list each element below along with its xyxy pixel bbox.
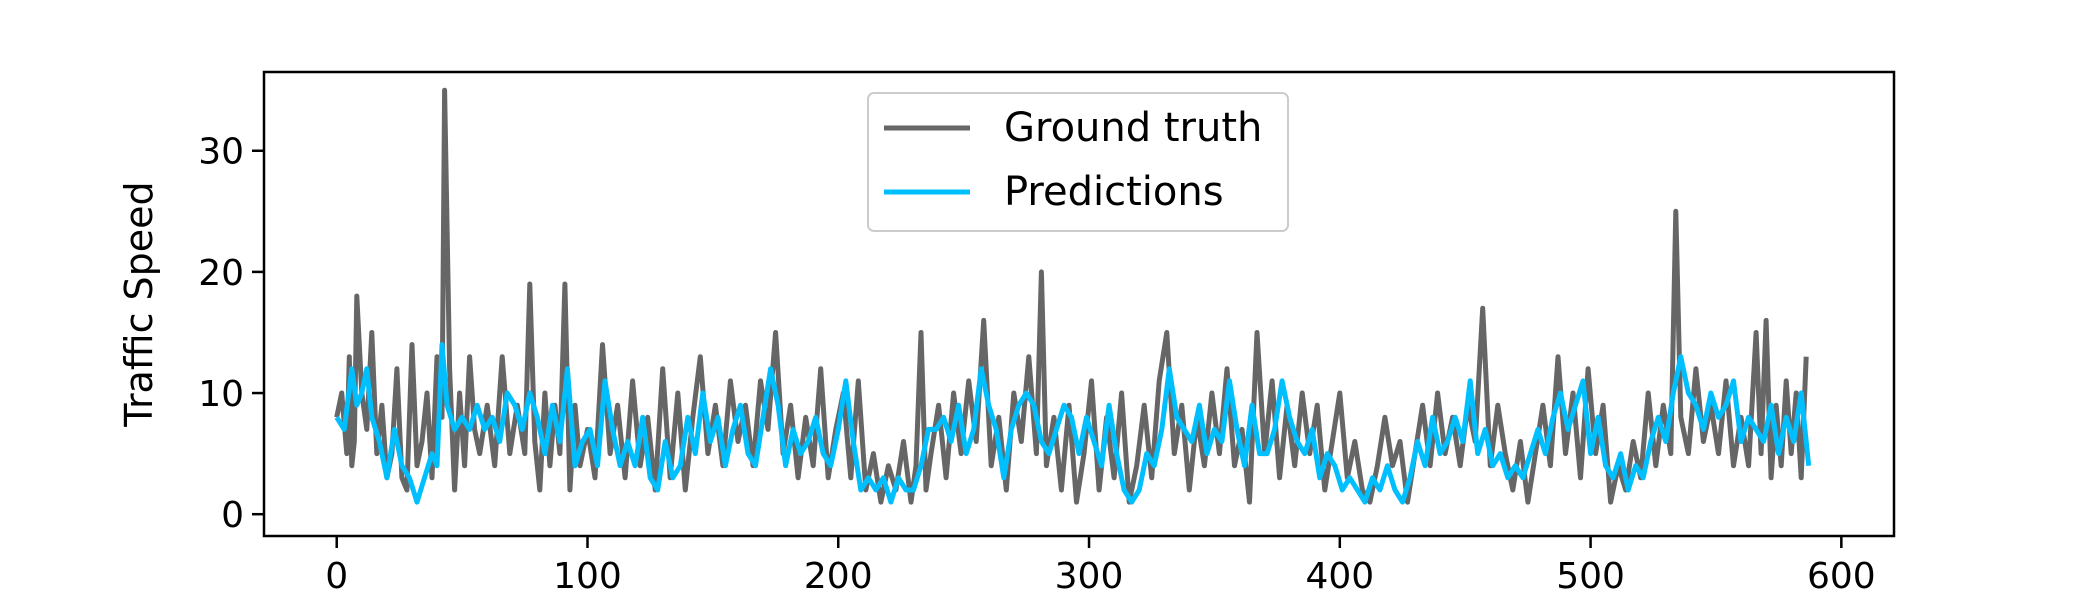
series-line-predictions [334, 342, 1812, 505]
x-tick-label: 500 [1556, 556, 1625, 597]
y-tick-label: 10 [198, 374, 244, 415]
x-axis: 0 100 200 300 400 500 600 [325, 536, 1876, 597]
x-tick-label: 0 [325, 556, 348, 597]
y-tick-label: 20 [198, 253, 244, 294]
x-tick-label: 300 [1055, 556, 1124, 597]
x-tick-label: 400 [1305, 556, 1374, 597]
legend: Ground truth Predictions [867, 92, 1289, 232]
legend-box [867, 92, 1289, 232]
x-tick-label: 600 [1807, 556, 1876, 597]
series-lines [334, 87, 1812, 505]
legend-label-predictions: Predictions [1004, 169, 1224, 215]
y-tick-label: 0 [221, 495, 244, 536]
y-axis: 0 10 20 30 [198, 132, 264, 536]
x-tick-label: 200 [804, 556, 873, 597]
y-axis-label: Traffic Speed [117, 181, 161, 427]
x-tick-label: 100 [553, 556, 622, 597]
legend-label-ground-truth: Ground truth [1004, 105, 1262, 151]
y-tick-label: 30 [198, 132, 244, 173]
plot-frame [262, 70, 1896, 538]
